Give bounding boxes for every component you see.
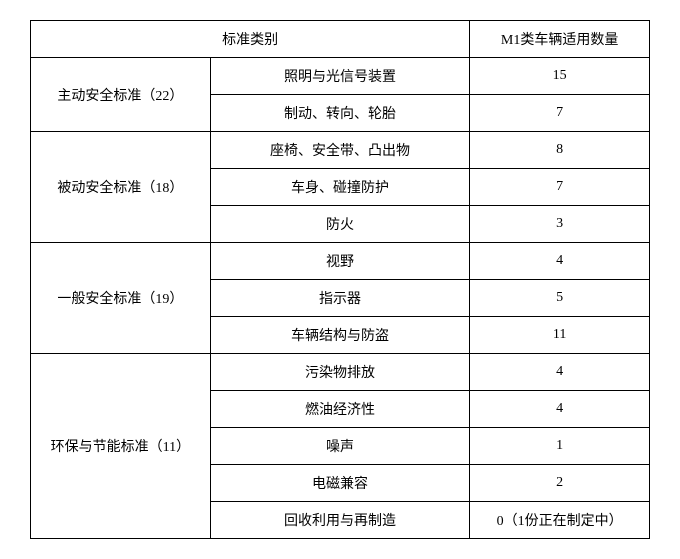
table-row: 主动安全标准（22） 照明与光信号装置 15 [31,58,650,95]
table-row: 被动安全标准（18） 座椅、安全带、凸出物 8 [31,132,650,169]
item-count: 8 [470,132,650,169]
table-body: 主动安全标准（22） 照明与光信号装置 15 制动、转向、轮胎 7 被动安全标准… [31,58,650,539]
item-count: 5 [470,280,650,317]
header-count: M1类车辆适用数量 [470,21,650,58]
item-name: 制动、转向、轮胎 [210,95,470,132]
item-name: 车身、碰撞防护 [210,169,470,206]
item-name: 视野 [210,243,470,280]
item-count: 4 [470,243,650,280]
item-count: 2 [470,465,650,502]
item-name: 污染物排放 [210,354,470,391]
item-name: 回收利用与再制造 [210,502,470,539]
item-count: 4 [470,391,650,428]
item-count: 7 [470,95,650,132]
standards-table: 标准类别 M1类车辆适用数量 主动安全标准（22） 照明与光信号装置 15 制动… [30,20,650,539]
item-name: 噪声 [210,428,470,465]
item-name: 座椅、安全带、凸出物 [210,132,470,169]
group-name: 主动安全标准（22） [31,58,211,132]
table-header-row: 标准类别 M1类车辆适用数量 [31,21,650,58]
table-row: 环保与节能标准（11） 污染物排放 4 [31,354,650,391]
item-count: 15 [470,58,650,95]
item-name: 电磁兼容 [210,465,470,502]
item-count: 0（1份正在制定中） [470,502,650,539]
group-name: 环保与节能标准（11） [31,354,211,539]
table-row: 一般安全标准（19） 视野 4 [31,243,650,280]
item-count: 11 [470,317,650,354]
item-name: 照明与光信号装置 [210,58,470,95]
item-count: 4 [470,354,650,391]
group-name: 一般安全标准（19） [31,243,211,354]
item-name: 燃油经济性 [210,391,470,428]
item-name: 防火 [210,206,470,243]
item-name: 车辆结构与防盗 [210,317,470,354]
group-name: 被动安全标准（18） [31,132,211,243]
header-category: 标准类别 [31,21,470,58]
item-count: 1 [470,428,650,465]
item-count: 3 [470,206,650,243]
item-count: 7 [470,169,650,206]
item-name: 指示器 [210,280,470,317]
